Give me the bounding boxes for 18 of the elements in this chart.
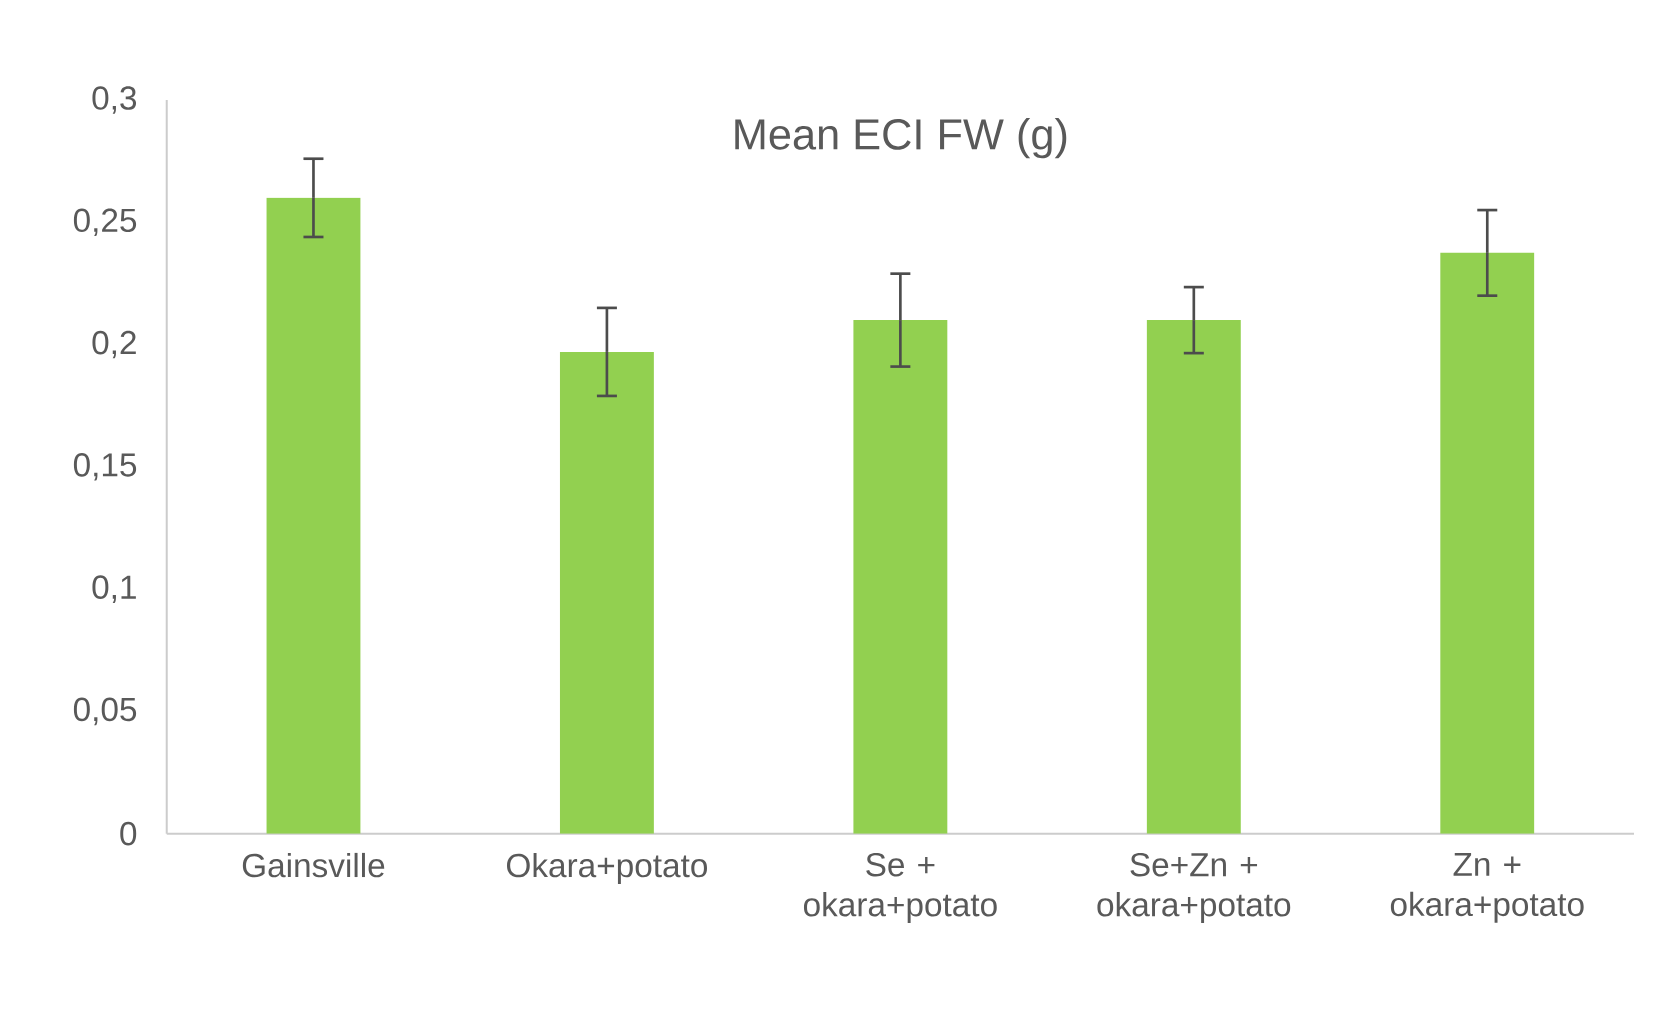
bar [266, 197, 361, 834]
y-tick-label: 0,2 [92, 330, 136, 359]
bar [853, 319, 948, 834]
x-tick-label: Gainsville [242, 852, 385, 878]
x-tick-label: Se + okara+potato [803, 852, 997, 923]
y-tick-label: 0 [120, 821, 137, 846]
x-tick-label: Zn + okara+potato [1390, 852, 1584, 923]
chart-title: Mean ECI FW (g) [735, 117, 1067, 159]
bar [1440, 252, 1535, 834]
bar [559, 351, 654, 834]
bar [1146, 319, 1241, 834]
x-tick-label: Okara+potato [506, 852, 708, 884]
y-tick-label: 0,05 [73, 697, 137, 725]
x-tick-label: Se+Zn + okara+potato [1097, 852, 1291, 923]
y-tick-label: 0,1 [92, 575, 136, 603]
y-tick-label: 0,3 [92, 86, 137, 114]
y-tick-label: 0,15 [73, 452, 137, 481]
y-tick-label: 0,25 [73, 208, 137, 236]
